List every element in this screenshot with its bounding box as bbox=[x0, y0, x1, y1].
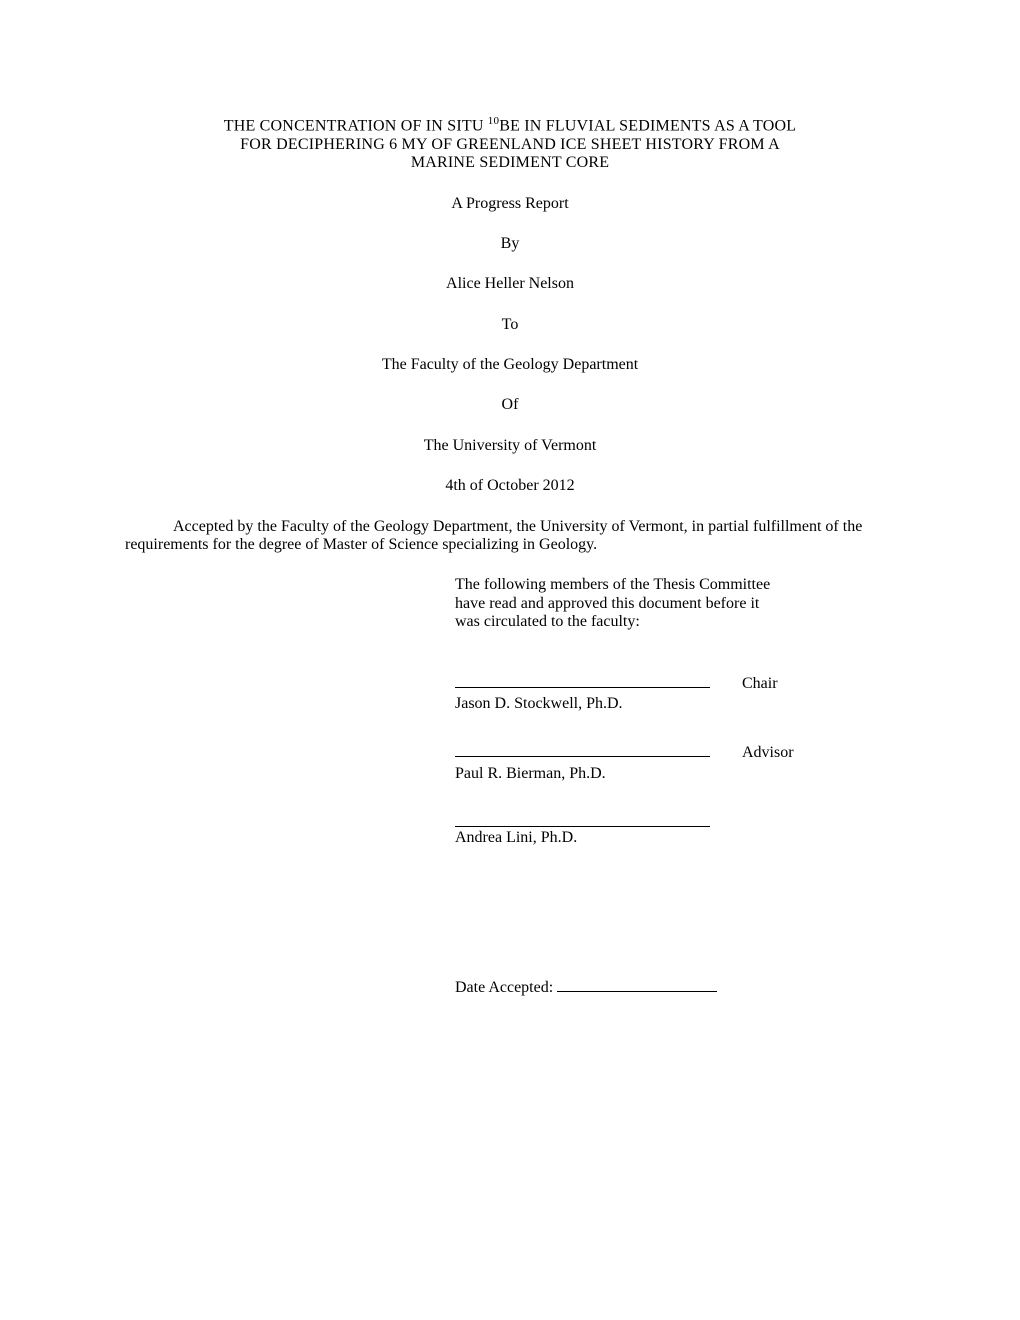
signature-chair: Chair Jason D. Stockwell, Ph.D. bbox=[455, 672, 895, 714]
signature-role-advisor: Advisor bbox=[742, 744, 794, 762]
university-line: The University of Vermont bbox=[125, 437, 895, 455]
title-superscript: 10 bbox=[488, 115, 499, 127]
faculty-line: The Faculty of the Geology Department bbox=[125, 356, 895, 374]
date-accepted-label: Date Accepted: bbox=[455, 979, 557, 996]
signature-line-row bbox=[455, 811, 895, 827]
signature-name-member: Andrea Lini, Ph.D. bbox=[455, 829, 895, 847]
committee-intro-line-1: The following members of the Thesis Comm… bbox=[455, 576, 895, 594]
date-accepted: Date Accepted: bbox=[455, 978, 895, 997]
signature-line bbox=[455, 741, 710, 757]
signature-role-chair: Chair bbox=[742, 675, 778, 693]
title-pre-sup: THE CONCENTRATION OF IN SITU bbox=[224, 117, 488, 134]
date-accepted-line bbox=[557, 978, 717, 992]
signature-name-chair: Jason D. Stockwell, Ph.D. bbox=[455, 695, 895, 713]
title-post-sup: BE IN FLUVIAL SEDIMENTS AS A TOOL bbox=[499, 117, 796, 134]
committee-block: The following members of the Thesis Comm… bbox=[455, 576, 895, 997]
title-line-1: THE CONCENTRATION OF IN SITU 10BE IN FLU… bbox=[125, 115, 895, 136]
signature-advisor: Advisor Paul R. Bierman, Ph.D. bbox=[455, 741, 895, 783]
document-title: THE CONCENTRATION OF IN SITU 10BE IN FLU… bbox=[125, 115, 895, 173]
committee-intro-line-2: have read and approved this document bef… bbox=[455, 595, 895, 613]
signature-line-row: Chair bbox=[455, 672, 895, 693]
of-label: Of bbox=[125, 396, 895, 414]
signature-member: Andrea Lini, Ph.D. bbox=[455, 811, 895, 847]
signature-name-advisor: Paul R. Bierman, Ph.D. bbox=[455, 765, 895, 783]
committee-intro-line-3: was circulated to the faculty: bbox=[455, 613, 895, 631]
committee-intro: The following members of the Thesis Comm… bbox=[455, 576, 895, 631]
by-label: By bbox=[125, 235, 895, 253]
date-line: 4th of October 2012 bbox=[125, 477, 895, 495]
acceptance-paragraph: Accepted by the Faculty of the Geology D… bbox=[125, 518, 895, 555]
signature-line bbox=[455, 811, 710, 827]
title-line-3: MARINE SEDIMENT CORE bbox=[125, 154, 895, 172]
author-name: Alice Heller Nelson bbox=[125, 275, 895, 293]
signature-line bbox=[455, 672, 710, 688]
acceptance-text: Accepted by the Faculty of the Geology D… bbox=[125, 518, 862, 553]
subtitle: A Progress Report bbox=[125, 195, 895, 213]
to-label: To bbox=[125, 316, 895, 334]
title-line-2: FOR DECIPHERING 6 MY OF GREENLAND ICE SH… bbox=[125, 136, 895, 154]
signature-line-row: Advisor bbox=[455, 741, 895, 762]
